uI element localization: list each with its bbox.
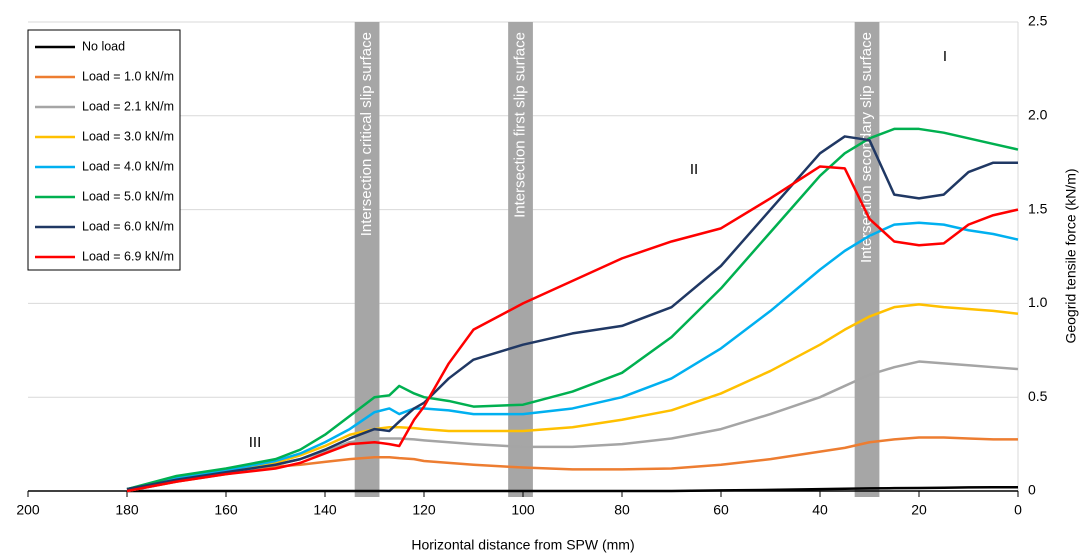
series-line — [126, 165, 1019, 493]
legend-label: Load = 6.0 kN/m — [82, 219, 174, 233]
slip-surface-band — [508, 22, 533, 497]
y-axis-label: Geogrid tensile force (kN/m) — [1063, 168, 1079, 343]
x-tick-label: 100 — [511, 502, 535, 518]
y-tick-label: 1.0 — [1028, 294, 1048, 310]
legend-label: Load = 3.0 kN/m — [82, 129, 174, 143]
x-axis-label: Horizontal distance from SPW (mm) — [411, 537, 634, 553]
y-tick-label: 0 — [1028, 482, 1036, 498]
band-label: Intersection critical slip surface — [358, 32, 375, 236]
series-line — [127, 485, 1018, 493]
legend-box — [27, 29, 181, 271]
legend-label: Load = 2.1 kN/m — [82, 99, 174, 113]
x-tick-label: 120 — [412, 502, 436, 518]
region-label: I — [943, 48, 947, 65]
legend-label: Load = 6.9 kN/m — [82, 249, 174, 263]
series-line — [126, 135, 1018, 491]
x-tick-label: 20 — [911, 502, 927, 518]
legend-label: Load = 4.0 kN/m — [82, 159, 174, 173]
y-tick-label: 1.5 — [1028, 200, 1048, 216]
legend-label: Load = 5.0 kN/m — [82, 189, 174, 203]
series-line — [126, 303, 1019, 491]
x-tick-label: 40 — [812, 502, 828, 518]
legend-label: No load — [82, 39, 125, 53]
series-line — [126, 127, 1019, 491]
series-line — [126, 436, 1018, 493]
x-tick-label: 80 — [614, 502, 630, 518]
y-tick-label: 2.5 — [1028, 13, 1048, 29]
x-tick-label: 60 — [713, 502, 729, 518]
y-tick-label: 2.0 — [1028, 107, 1048, 123]
x-tick-label: 0 — [1014, 502, 1022, 518]
y-tick-label: 0.5 — [1028, 388, 1048, 404]
series-line — [126, 221, 1019, 491]
x-tick-label: 180 — [115, 502, 139, 518]
x-tick-label: 200 — [16, 502, 40, 518]
slip-surface-band — [854, 22, 880, 497]
x-tick-label: 160 — [214, 502, 238, 518]
region-label: III — [249, 434, 262, 451]
legend: No load Load = 1.0 kN/m Load = 2.1 kN/m Loa… — [27, 29, 181, 271]
x-tick-label: 140 — [313, 502, 337, 518]
legend-label: Load = 1.0 kN/m — [82, 69, 174, 83]
band-label: Intersection first slip surface — [511, 32, 528, 218]
region-label: II — [690, 161, 698, 178]
